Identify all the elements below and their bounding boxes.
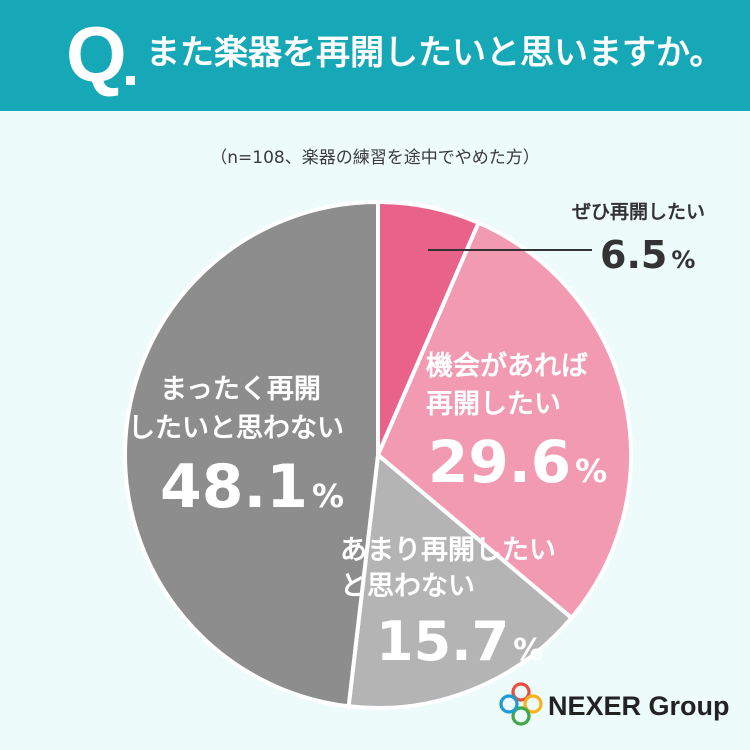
slice-value-1: 6.5% xyxy=(600,233,695,277)
logo-ring-3 xyxy=(511,706,531,726)
sample-note: （n=108、楽器の練習を途中でやめた方） xyxy=(210,148,540,168)
slice-label-2-line-1: 機会があれば xyxy=(426,350,588,382)
pie-slice-4 xyxy=(123,200,380,709)
q-dot xyxy=(126,76,135,85)
slice-label-3-line-1: あまり再開したい xyxy=(340,535,556,566)
slice-value-2: 29.6% xyxy=(428,428,607,496)
slice-label-3-line-2: と思わない xyxy=(340,571,475,602)
slice-value-4: 48.1% xyxy=(160,452,344,522)
nexer-logo-text: NEXER Group xyxy=(548,691,730,721)
logo-ring-4 xyxy=(499,694,519,714)
question-title: また楽器を再開したいと思いますか。 xyxy=(146,33,724,73)
slice-label-2-line-2: 再開したい xyxy=(426,389,561,420)
logo-ring-2 xyxy=(523,694,543,714)
slice-label-4-line-2: したいと思わない xyxy=(128,413,344,444)
q-mark: Q xyxy=(66,10,127,98)
slice-label-1-line-1: ぜひ再開したい xyxy=(572,201,705,223)
nexer-logo-icon xyxy=(499,682,543,726)
header-bar: Q また楽器を再開したいと思いますか。 xyxy=(0,0,750,111)
slice-value-3: 15.7% xyxy=(376,610,543,673)
pie-slice-2 xyxy=(376,220,633,620)
logo-ring-1 xyxy=(511,682,531,702)
slice-label-4-line-1: まったく再開 xyxy=(160,374,321,405)
pie-slice-3 xyxy=(346,453,574,710)
